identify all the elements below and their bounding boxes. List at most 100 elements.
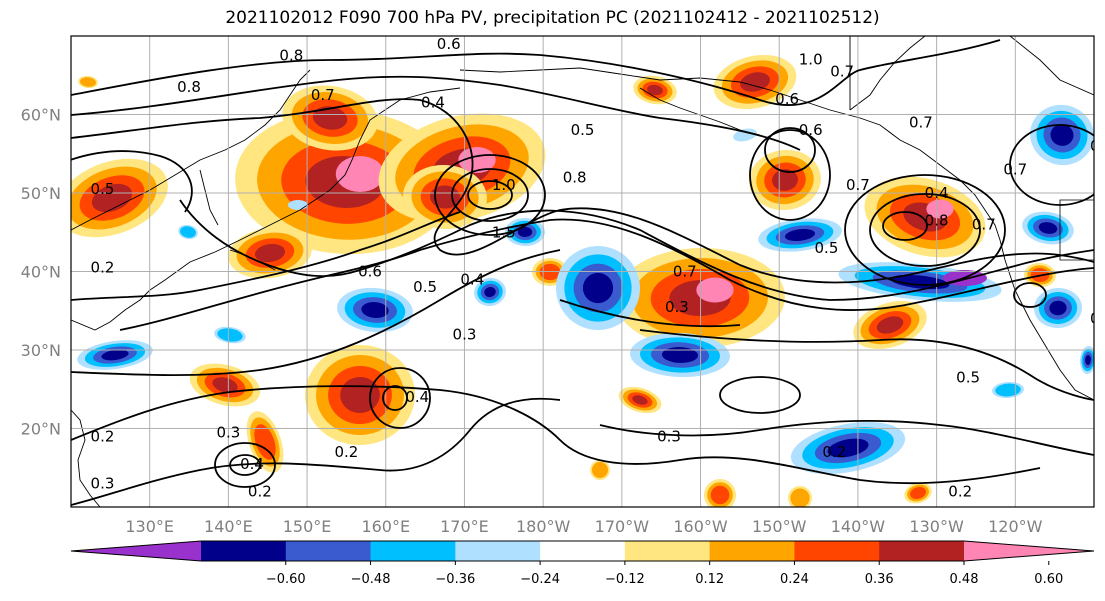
pv-contour-value: 0.2 [334,443,358,461]
colorbar-segment [794,541,880,561]
pv-contour-loop [434,154,546,236]
positive-precip-area [704,479,736,507]
pv-contour-value: 0.8 [177,78,201,96]
colorbar-segment [540,541,626,561]
pv-contour-line [71,98,1094,284]
longitude-tick-label: 120°W [988,517,1043,536]
pv-contour-value: 0.5 [815,239,839,257]
pv-contour-loop [229,454,261,476]
pv-contour-loop [1009,124,1094,206]
pv-contour-value: 0.4 [405,388,429,406]
pv-contour-loop [382,385,408,411]
colorbar-outline [70,540,1095,562]
longitude-tick-label: 150°W [752,517,807,536]
pv-contour-loop [869,193,981,267]
positive-precip-area [633,75,677,105]
positive-precip-area [590,460,610,480]
pv-contour-value: 0.3 [91,474,115,492]
colorbar-segment [455,541,541,561]
pv-contour-loop [882,211,928,241]
coastline [849,36,926,111]
pv-contour-value: 0.7 [846,176,870,194]
colorbar-tick-label: −0.48 [351,572,391,587]
pv-contour-loop [719,376,801,414]
colorbar-segment [624,541,711,561]
pv-contour-value: 0.7 [1003,160,1027,178]
colorbar-segment [879,541,965,561]
pv-contour-value: 0.3 [453,325,477,343]
positive-precip-area [864,176,986,258]
longitude-tick-label: 180°W [516,517,571,536]
pv-contour-value: 0.7 [830,62,854,80]
coastline [71,69,311,231]
colorbar-tick-label: −0.36 [435,572,475,587]
latitude-axis: 60°N 50°N 40°N 30°N 20°N [21,106,61,439]
pv-contour-labels: 0.8 0.6 0.8 0.7 0.4 0.5 1.0 0.6 0.7 0.7 0.6 1.0 0.8 1… [91,36,1105,500]
colorbar-tick-label: −0.60 [266,572,306,587]
pv-contour-line [71,249,561,377]
colorbar-tick-label: 0.12 [695,572,724,587]
pv-contour-value: 0.4 [925,184,949,202]
pv-contour-loop [451,168,529,222]
pv-contours [71,39,1094,506]
coastline [1009,36,1094,96]
negative-precip-area [838,262,1002,302]
pv-contour-line [71,397,561,506]
negative-precip-area [733,128,757,142]
colorbar-tick-label: −0.24 [520,572,560,587]
pv-contour-loop [749,129,831,221]
pv-contour-value: 1.0 [799,51,823,69]
pv-contour-value: 0.7 [972,215,996,233]
colorbar-tick-label: 0.48 [950,572,979,587]
pv-contour-value: 0.6 [799,121,823,139]
pv-contour-loop [844,174,1006,286]
positive-precip-area [788,486,812,507]
latitude-tick-label: 30°N [21,341,61,360]
pv-contour-value: 0.5 [571,121,595,139]
pv-contour-line [71,150,193,213]
pv-contour-value: 0.5 [956,368,980,386]
longitude-tick-label: 130°E [125,517,174,536]
positive-precip-area [853,301,927,349]
pv-contour-value: 0.3 [1090,310,1105,328]
pv-contour-line [71,75,801,151]
negative-precip-area [288,200,308,210]
longitude-tick-label: 160°E [361,517,410,536]
pv-contour-value: 0.8 [925,211,949,229]
longitude-axis: 130°E 140°E 150°E 160°E 170°E 180°W 170°W 160°W… [125,517,1042,536]
longitude-tick-label: 160°W [673,517,728,536]
colorbar-tick-label: −0.12 [605,572,645,587]
pv-contour-value: 0.6 [358,263,382,281]
negative-precip-area [1034,287,1082,329]
colorbar-segment [285,541,372,561]
colorbar-tick-label: 0.36 [865,572,894,587]
pv-contour-value: 0.3 [216,423,240,441]
pv-contour-value: 0.5 [91,180,115,198]
pv-contour-value: 0.2 [822,443,846,461]
pv-contour-value: 0.4 [240,455,264,473]
positive-precip-area [904,482,932,504]
pv-contour-loop [467,180,513,210]
pv-contour-value: 0.2 [91,427,115,445]
longitude-tick-label: 140°E [204,517,253,536]
pv-contour-loop [214,442,276,488]
positive-precip-area [71,158,168,238]
positive-precip-area [189,363,261,407]
pv-contour-line [71,385,1041,485]
positive-precip-area [618,386,662,414]
positive-precip-area [78,75,98,89]
pv-contour-value: 0.8 [279,47,303,65]
latitude-tick-label: 60°N [21,106,61,125]
negative-precip-area [1079,346,1094,374]
negative-precip-area [337,287,413,333]
pv-contour-value: 1.0 [492,176,516,194]
pv-contour-line [71,211,461,301]
longitude-tick-label: 170°W [595,517,650,536]
longitude-tick-label: 130°W [909,517,964,536]
pv-contour-value: 0.8 [1090,137,1105,155]
positive-precip-area [403,164,487,230]
latitude-tick-label: 50°N [21,184,61,203]
colorbar-tick-label: 0.60 [1034,572,1063,587]
latitude-tick-label: 40°N [21,263,61,282]
